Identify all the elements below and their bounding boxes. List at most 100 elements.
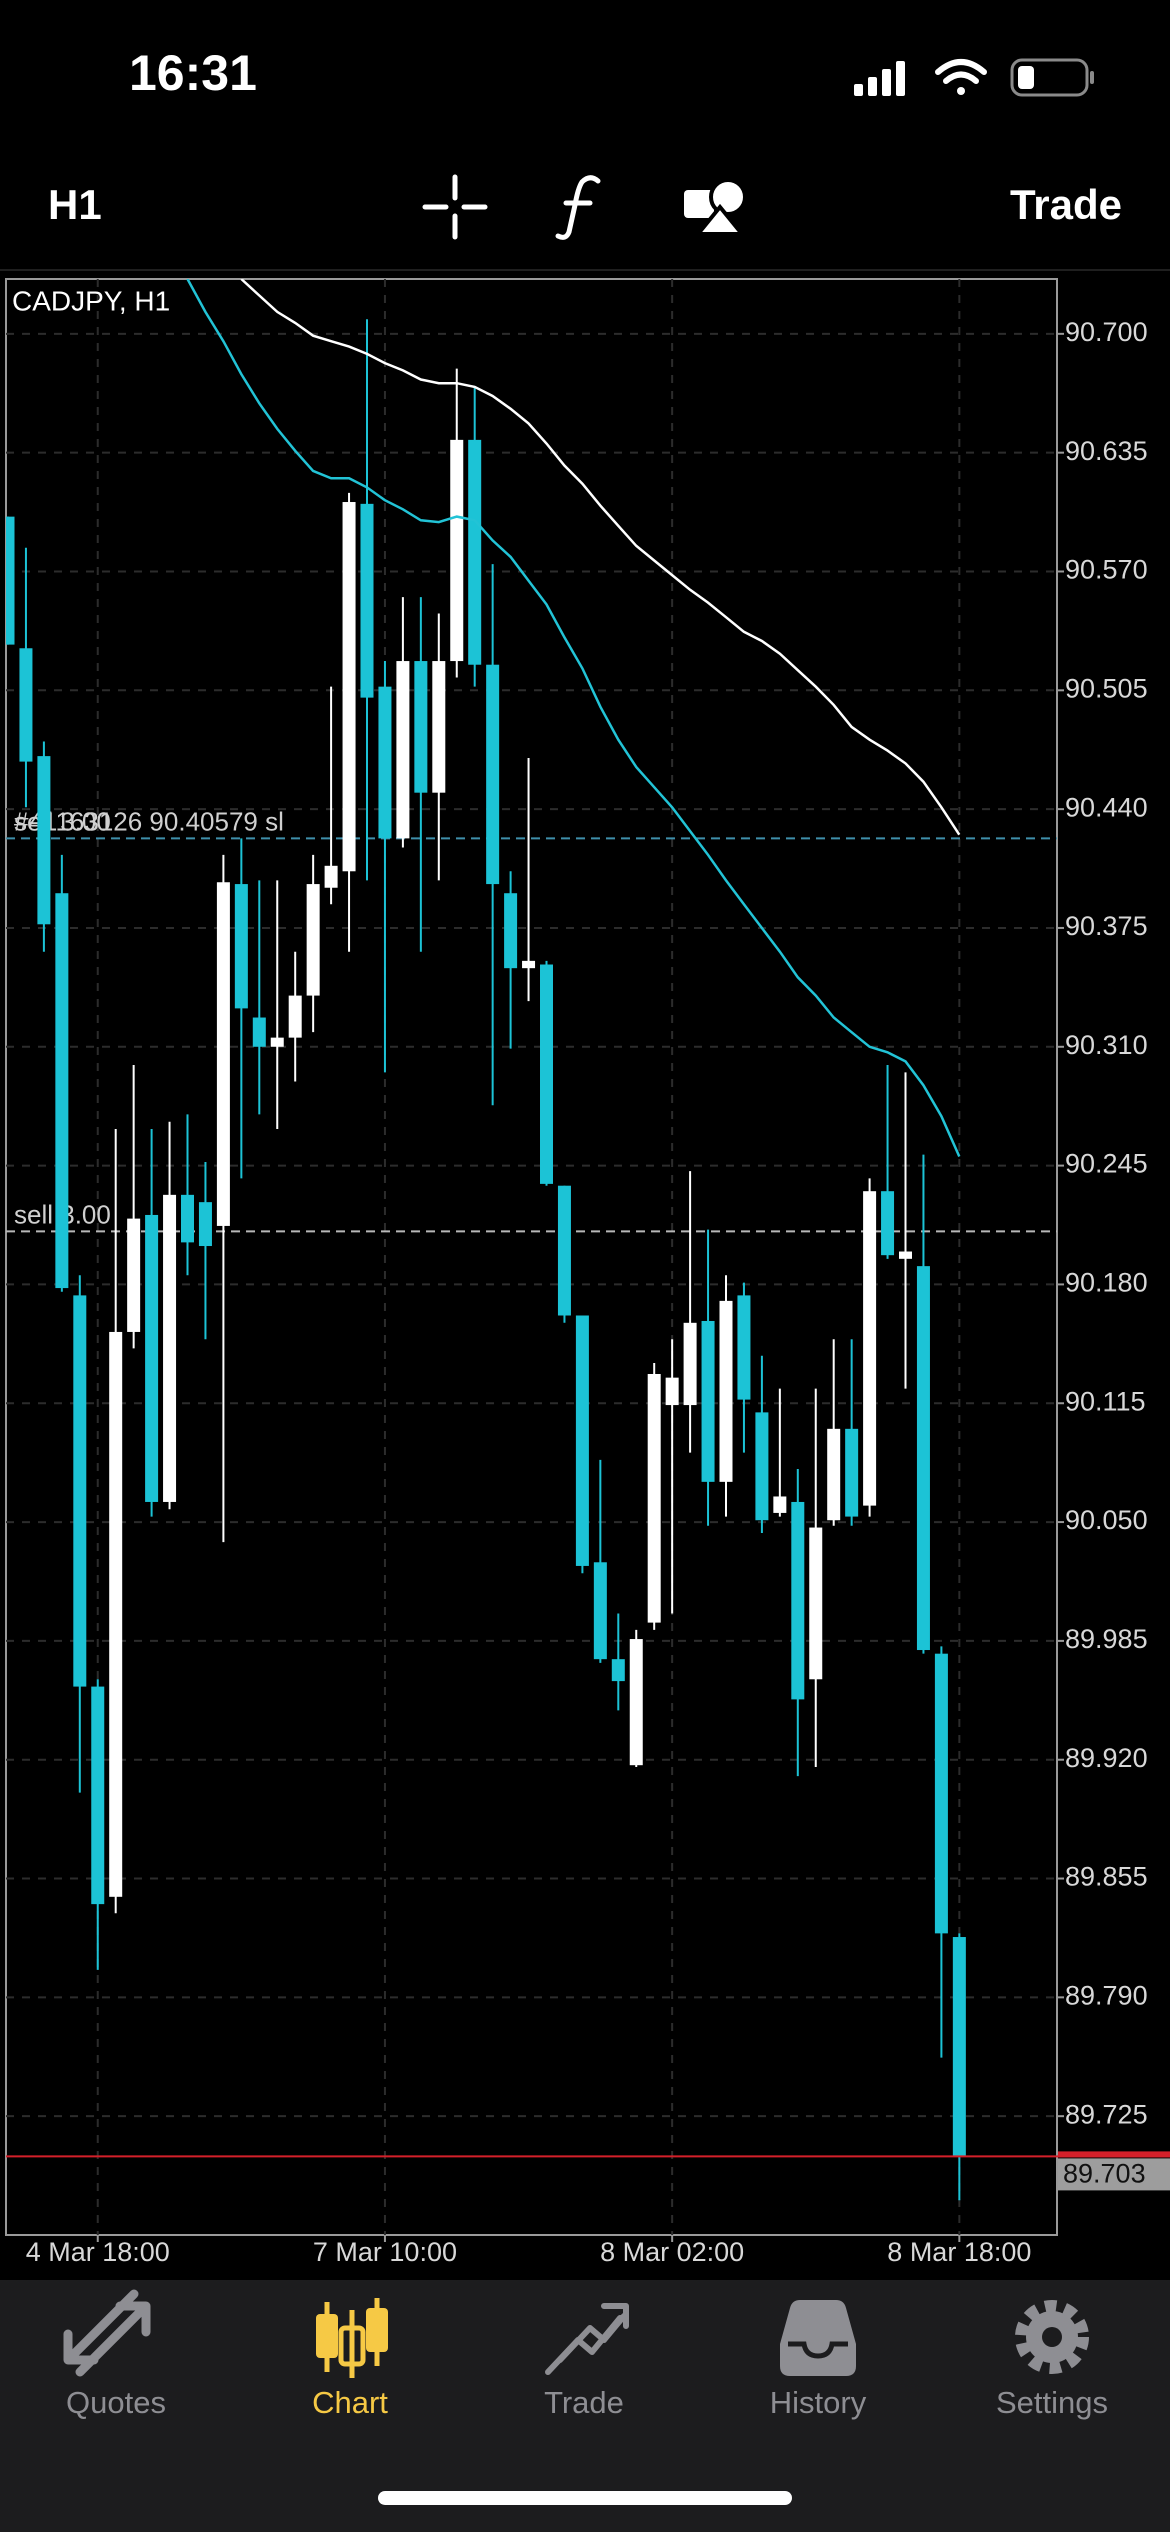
x-tick-label: 8 Mar 02:00 [600, 2237, 744, 2267]
candle-body [504, 893, 518, 969]
timeframe-button[interactable]: H1 [48, 181, 102, 228]
candle-body [198, 1202, 212, 1247]
settings-icon[interactable] [1015, 2300, 1089, 2374]
order-level-label: sell 3.00 [14, 806, 111, 836]
status-time: 16:31 [129, 45, 257, 101]
last-price-label: 89.703 [1063, 2159, 1146, 2189]
y-tick-label: 90.505 [1065, 673, 1148, 703]
candle-body [252, 1017, 266, 1047]
candle-body [288, 995, 302, 1038]
battery-icon [1010, 58, 1094, 97]
candle-body [665, 1377, 679, 1406]
chart-title: CADJPY, H1 [12, 285, 170, 316]
candle-body [73, 1295, 87, 1687]
tab-label[interactable]: Quotes [66, 2385, 166, 2420]
indicators-button[interactable] [555, 175, 601, 240]
candle-body [737, 1295, 751, 1400]
y-tick-label: 90.700 [1065, 317, 1148, 347]
candle-body [540, 964, 553, 1184]
candle-body [378, 686, 392, 839]
candle-body [647, 1373, 661, 1623]
y-tick-label: 90.180 [1065, 1268, 1148, 1298]
candle-body [6, 516, 15, 645]
candle-body [755, 1412, 769, 1521]
crosshair-button[interactable] [422, 174, 488, 240]
candle-body [163, 1194, 177, 1502]
y-tick-label: 89.790 [1065, 1980, 1148, 2010]
candle-body [181, 1194, 194, 1243]
wifi-icon [935, 59, 987, 95]
y-tick-label: 90.635 [1065, 436, 1148, 466]
candle-body [719, 1300, 733, 1482]
candle-body [55, 893, 69, 1289]
chart-icon[interactable] [316, 2298, 388, 2378]
candle-body [827, 1428, 841, 1521]
candle-body [952, 1937, 966, 2157]
candle-body [127, 1218, 141, 1332]
trade-icon[interactable] [545, 2303, 629, 2375]
tab-label[interactable]: History [770, 2385, 867, 2420]
candle-body [809, 1527, 823, 1680]
candle-body [881, 1191, 895, 1256]
y-tick-label: 89.985 [1065, 1624, 1148, 1654]
candle-body [234, 884, 248, 1009]
objects-button[interactable] [684, 178, 747, 236]
x-tick-label: 7 Mar 10:00 [313, 2237, 457, 2267]
candle-body [916, 1266, 930, 1651]
candle-body [91, 1686, 105, 1905]
candle-body [934, 1653, 948, 1934]
candle-body [791, 1501, 805, 1700]
candle-body [432, 661, 446, 793]
trade-button[interactable]: Trade [1010, 181, 1122, 228]
candle-body [863, 1191, 877, 1506]
candle-body [19, 648, 33, 762]
y-tick-label: 90.310 [1065, 1030, 1148, 1060]
moving-average-line [186, 279, 961, 1158]
candle-body [396, 661, 410, 839]
candle-body [486, 664, 500, 885]
candle-body [216, 882, 230, 1226]
candle-body [522, 960, 536, 969]
y-tick-label: 90.570 [1065, 555, 1148, 585]
y-tick-label: 89.920 [1065, 1743, 1148, 1773]
order-level-label: #41163126 90.40579 sl [14, 806, 284, 836]
candle-body [899, 1251, 912, 1259]
y-tick-label: 90.050 [1065, 1505, 1148, 1535]
y-tick-label: 89.855 [1065, 1862, 1148, 1892]
candle-body [270, 1037, 284, 1047]
y-tick-label: 89.725 [1065, 2099, 1148, 2129]
candle-body [145, 1214, 159, 1502]
candle-body [575, 1315, 589, 1566]
candle-body [360, 503, 374, 698]
tab-bar [0, 2280, 1170, 2532]
y-tick-label: 90.440 [1065, 792, 1148, 822]
candle-body [324, 865, 338, 888]
candle-body [701, 1320, 715, 1482]
candle-body [414, 661, 428, 793]
candle-body [37, 756, 51, 925]
y-tick-label: 90.115 [1065, 1386, 1146, 1416]
signal-icon [854, 61, 905, 96]
tab-label[interactable]: Chart [312, 2385, 388, 2420]
y-tick-label: 90.375 [1065, 911, 1148, 941]
candle-body [450, 439, 464, 662]
plot-frame [5, 278, 1058, 2236]
x-tick-label: 4 Mar 18:00 [26, 2237, 170, 2267]
last-price-box [1058, 2158, 1170, 2191]
candle-body [306, 884, 320, 996]
x-tick-label: 8 Mar 18:00 [887, 2237, 1031, 2267]
candle-body [611, 1659, 625, 1682]
tab-label[interactable]: Settings [996, 2385, 1108, 2420]
candle-body [773, 1496, 787, 1513]
quotes-icon[interactable] [63, 2289, 151, 2377]
candle-body [683, 1322, 697, 1406]
y-tick-label: 90.245 [1065, 1149, 1148, 1179]
candle-body [593, 1562, 607, 1660]
history-icon[interactable] [780, 2300, 856, 2376]
home-indicator [378, 2491, 792, 2505]
candle-body [845, 1428, 859, 1517]
tab-label[interactable]: Trade [544, 2385, 624, 2420]
